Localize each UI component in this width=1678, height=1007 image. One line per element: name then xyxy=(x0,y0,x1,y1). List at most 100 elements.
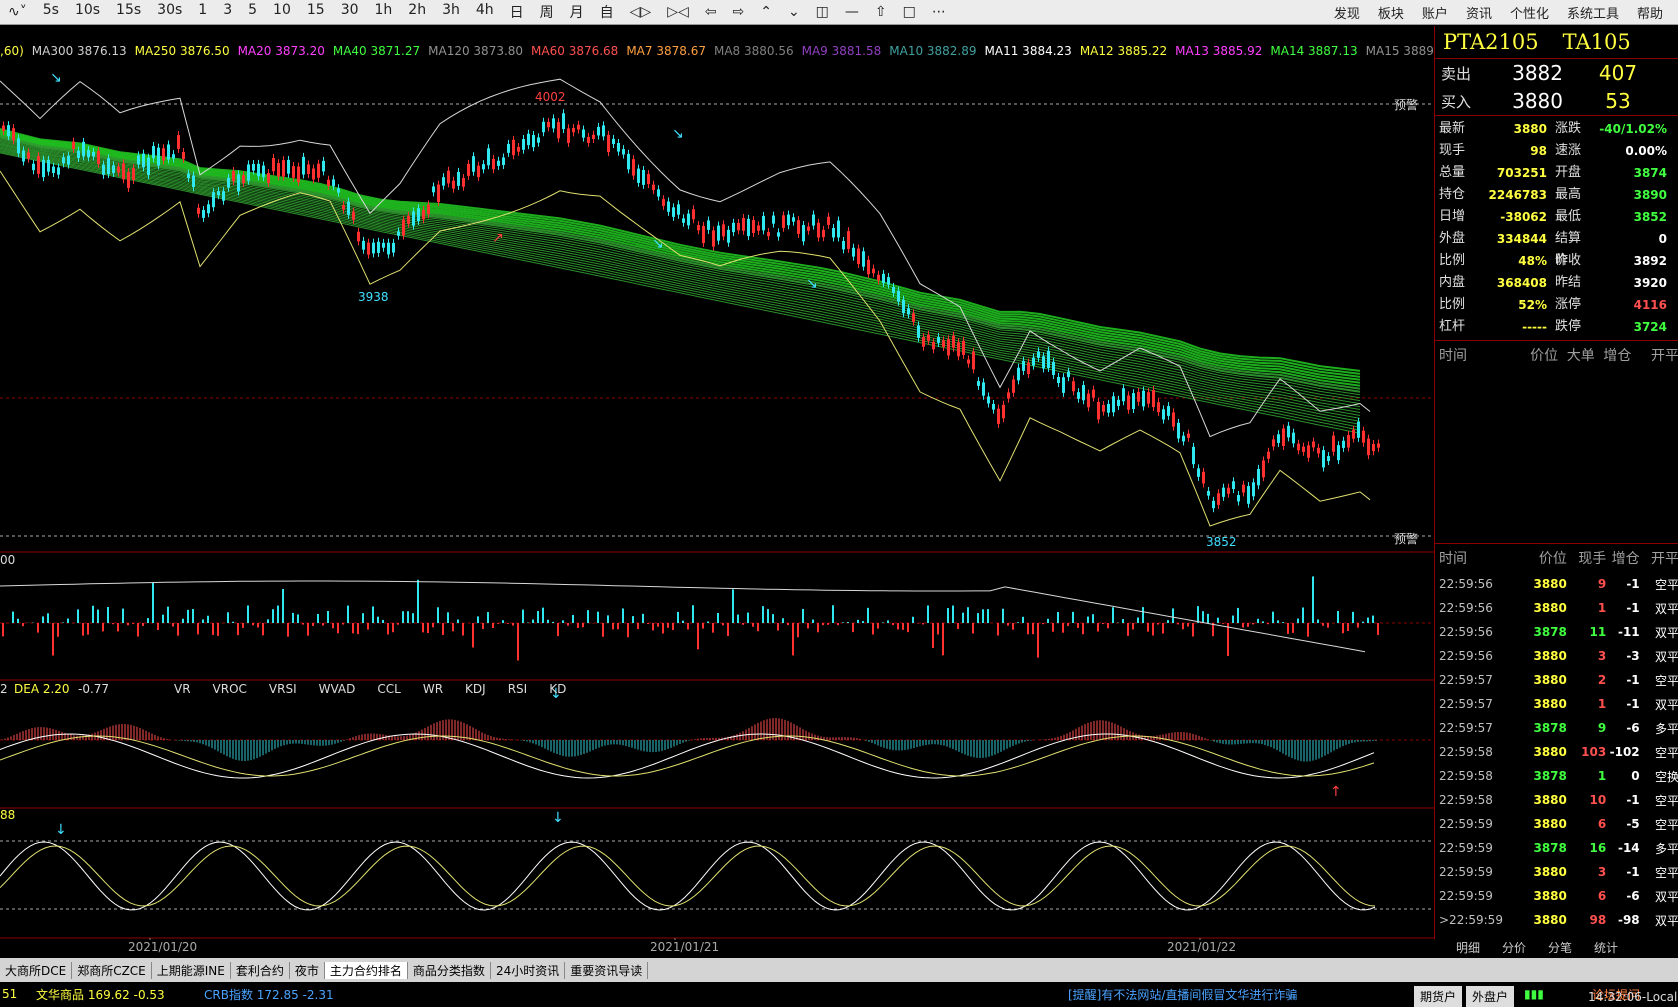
period-button-3h[interactable]: 3h xyxy=(434,2,468,22)
bottom-tab[interactable]: 上期能源INE xyxy=(152,962,231,979)
indicator-tab-RSI[interactable]: RSI xyxy=(508,682,528,696)
arrow-right-icon[interactable]: ⇨ xyxy=(724,4,752,20)
menu-板块[interactable]: 板块 xyxy=(1369,3,1413,22)
period-button-5s[interactable]: 5s xyxy=(35,2,67,22)
stat-label: 现手 xyxy=(1439,140,1475,162)
tick-oi-change: -1 xyxy=(1606,577,1639,591)
quote-tab-明细[interactable]: 明细 xyxy=(1456,939,1480,953)
zoom-out-icon[interactable]: ▷◁ xyxy=(659,4,697,20)
indicator-tab-WVAD[interactable]: WVAD xyxy=(319,682,356,696)
buy-row[interactable]: 买入 3880 53 xyxy=(1435,87,1678,115)
tick-lots: 1 xyxy=(1567,697,1606,711)
menu-资讯[interactable]: 资讯 xyxy=(1457,3,1501,22)
menu-账户[interactable]: 账户 xyxy=(1413,3,1457,22)
period-button-日[interactable]: 日 xyxy=(502,2,532,22)
menu-个性化[interactable]: 个性化 xyxy=(1501,3,1558,22)
period-button-15[interactable]: 15 xyxy=(299,2,333,22)
indicator-tab-KD[interactable]: KD xyxy=(549,682,566,696)
period-button-10s[interactable]: 10s xyxy=(67,2,108,22)
bottom-tab[interactable]: 套利合约 xyxy=(231,962,290,979)
chart-style-icon[interactable]: ∿˅ xyxy=(0,4,35,20)
period-button-周[interactable]: 周 xyxy=(532,2,562,22)
home-up-icon[interactable]: ⇧ xyxy=(867,4,895,20)
bottom-tab[interactable]: 主力合约排名 xyxy=(325,962,408,979)
tick-oi-change: -6 xyxy=(1606,721,1639,735)
quote-tab-统计[interactable]: 统计 xyxy=(1594,939,1618,953)
period-button-30s[interactable]: 30s xyxy=(149,2,190,22)
period-button-月[interactable]: 月 xyxy=(562,2,592,22)
period-button-自[interactable]: 自 xyxy=(592,2,622,22)
stat-value: 52% xyxy=(1475,294,1547,316)
sell-row[interactable]: 卖出 3882 407 xyxy=(1435,59,1678,87)
bottom-tab[interactable]: 商品分类指数 xyxy=(408,962,491,979)
tick-lots: 2 xyxy=(1567,673,1606,687)
sell-price: 3882 xyxy=(1491,61,1563,85)
menu-系统工具[interactable]: 系统工具 xyxy=(1558,3,1628,22)
quote-tab-分价[interactable]: 分价 xyxy=(1502,939,1526,953)
blank-box-icon[interactable]: □ xyxy=(895,4,924,20)
fraud-warning[interactable]: [提醒]有不法网站/直播间假冒文华进行诈骗 xyxy=(1068,986,1297,1003)
tick-time: 22:59:59 xyxy=(1435,817,1524,831)
zoom-in-icon[interactable]: ◁▷ xyxy=(622,4,660,20)
menu-帮助[interactable]: 帮助 xyxy=(1628,3,1672,22)
foreign-account-button[interactable]: 外盘户 xyxy=(1466,986,1514,1007)
period-button-30[interactable]: 30 xyxy=(333,2,367,22)
indicator-tab-VR[interactable]: VR xyxy=(174,682,191,696)
tick-lots: 6 xyxy=(1567,889,1606,903)
arrow-down-icon[interactable]: ⌄ xyxy=(780,4,808,20)
stat-value: 48% xyxy=(1475,250,1547,272)
tick-oi-change: -102 xyxy=(1606,745,1639,759)
more-icon[interactable]: ⋯ xyxy=(924,4,954,20)
indicator-tab-KDJ[interactable]: KDJ xyxy=(465,682,486,696)
crb-index[interactable]: CRB指数 172.85 -2.31 xyxy=(204,986,334,1003)
tick-oi-change: -6 xyxy=(1606,889,1639,903)
period-button-10[interactable]: 10 xyxy=(265,2,299,22)
tick-type: 双平 xyxy=(1640,888,1678,905)
bottom-tab[interactable]: 重要资讯导读 xyxy=(565,962,648,979)
period-button-1[interactable]: 1 xyxy=(190,2,215,22)
menu-发现[interactable]: 发现 xyxy=(1325,3,1369,22)
layout-icon[interactable]: ◫ xyxy=(808,4,837,20)
tick-time: >22:59:59 xyxy=(1435,913,1524,927)
line-icon[interactable]: — xyxy=(837,4,867,20)
kline-chart[interactable]: ↘ ↘ ↘ ↘ ↗ ↓ ↓ ↓ ↑ xyxy=(0,26,1434,940)
tick-oi-change: -98 xyxy=(1606,913,1639,927)
period-button-15s[interactable]: 15s xyxy=(108,2,149,22)
wenhua-index[interactable]: 文华商品 169.62 -0.53 xyxy=(36,986,165,1003)
arrow-left-icon[interactable]: ⇦ xyxy=(697,4,725,20)
indicator-tab-WR[interactable]: WR xyxy=(423,682,443,696)
stat-label: 比例 xyxy=(1439,294,1475,316)
period-button-5[interactable]: 5 xyxy=(240,2,265,22)
period-button-2h[interactable]: 2h xyxy=(400,2,434,22)
indicator-tab-CCL[interactable]: CCL xyxy=(377,682,400,696)
period-button-3[interactable]: 3 xyxy=(215,2,240,22)
arrow-up-icon[interactable]: ⌃ xyxy=(752,4,780,20)
symbol-code: TA105 xyxy=(1563,30,1631,54)
quote-tab-分笔[interactable]: 分笔 xyxy=(1548,939,1572,953)
alert-label-bottom: 预警 xyxy=(1394,530,1418,547)
bottom-tab[interactable]: 24小时资讯 xyxy=(491,962,565,979)
indicator-tab-VRSI[interactable]: VRSI xyxy=(269,682,297,696)
futures-account-button[interactable]: 期货户 xyxy=(1414,986,1462,1007)
indicator-tab-VROC[interactable]: VROC xyxy=(213,682,247,696)
bottom-tab[interactable]: 夜市 xyxy=(290,962,325,979)
bottom-tab[interactable]: 大商所DCE xyxy=(0,962,72,979)
period-button-1h[interactable]: 1h xyxy=(367,2,401,22)
bottom-tab[interactable]: 郑商所CZCE xyxy=(72,962,152,979)
period-button-4h[interactable]: 4h xyxy=(468,2,502,22)
